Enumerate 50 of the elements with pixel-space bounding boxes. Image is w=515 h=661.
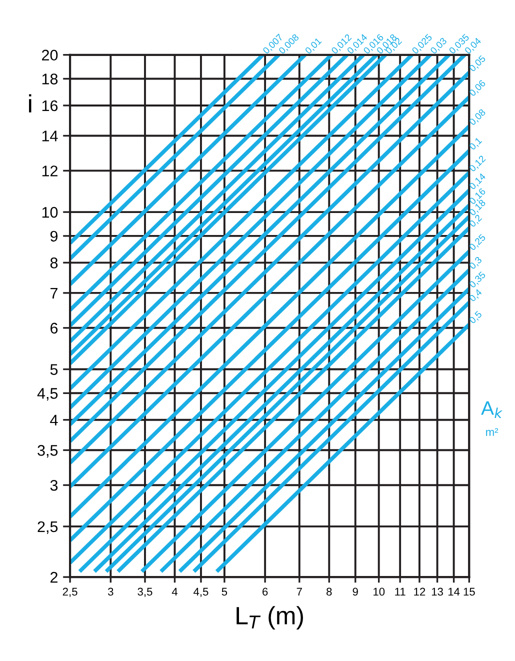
legend-title: A$_{k}$ [481, 401, 503, 418]
y-tick-label: 4 [50, 414, 58, 426]
y-tick-label: 3,5 [38, 445, 58, 458]
text: 0,05 [468, 54, 487, 73]
x-tick-label: 14 [448, 588, 460, 596]
x-axis-title: L$_{T}$ (m) [236, 606, 303, 630]
x-tick-label: 12 [414, 588, 426, 596]
text: 0,3 [468, 256, 483, 270]
y-tick-label: 5 [50, 364, 58, 375]
y-tick-label: 9 [50, 230, 58, 242]
x-tick-label: 2,5 [62, 588, 78, 597]
y-tick-label: 14 [42, 130, 58, 142]
x-tick-label: 3 [108, 588, 114, 596]
y-tick-label: 12 [42, 166, 58, 176]
x-tick-label: 3,5 [138, 588, 152, 597]
x-tick-label: 8 [326, 588, 332, 596]
y-tick-label: 20 [42, 50, 58, 61]
text: m² [486, 428, 498, 436]
x-tick-label: 7 [296, 588, 302, 596]
y-tick-label: 2,5 [38, 521, 58, 534]
y-tick-label: 8 [50, 258, 58, 268]
text: 0,5 [468, 310, 483, 325]
y-tick-label: 4,5 [37, 388, 58, 401]
y-tick-label: 3 [50, 480, 58, 491]
y-tick-label: 18 [42, 74, 58, 84]
text: 0,2 [468, 214, 483, 228]
text: 0,12 [468, 155, 487, 173]
y-axis-title: i [29, 94, 32, 112]
y-tick-label: 10 [42, 206, 58, 218]
x-tick-label: 13 [432, 588, 443, 596]
text: 0,06 [468, 80, 487, 98]
text: 0,01 [304, 37, 323, 56]
x-tick-label: 10 [374, 588, 385, 596]
text: 0,03 [430, 37, 448, 56]
x-tick-label: 6 [262, 588, 268, 596]
y-tick-label: 6 [50, 322, 58, 334]
text: 0,35 [468, 271, 487, 290]
text: 0,08 [468, 108, 487, 126]
text: 0,1 [468, 136, 483, 152]
x-tick-label: 4,5 [194, 588, 208, 597]
text: 0,25 [468, 234, 487, 252]
x-tick-label: 9 [352, 588, 358, 596]
y-tick-label: 7 [50, 288, 58, 298]
text: 0,4 [468, 288, 484, 303]
y-tick-label: 2 [50, 572, 58, 583]
y-tick-label: 16 [42, 100, 58, 112]
x-tick-label: 15 [464, 588, 475, 596]
x-tick-label: 4 [172, 588, 178, 596]
x-tick-label: 5 [222, 588, 228, 596]
x-tick-label: 11 [395, 588, 406, 596]
